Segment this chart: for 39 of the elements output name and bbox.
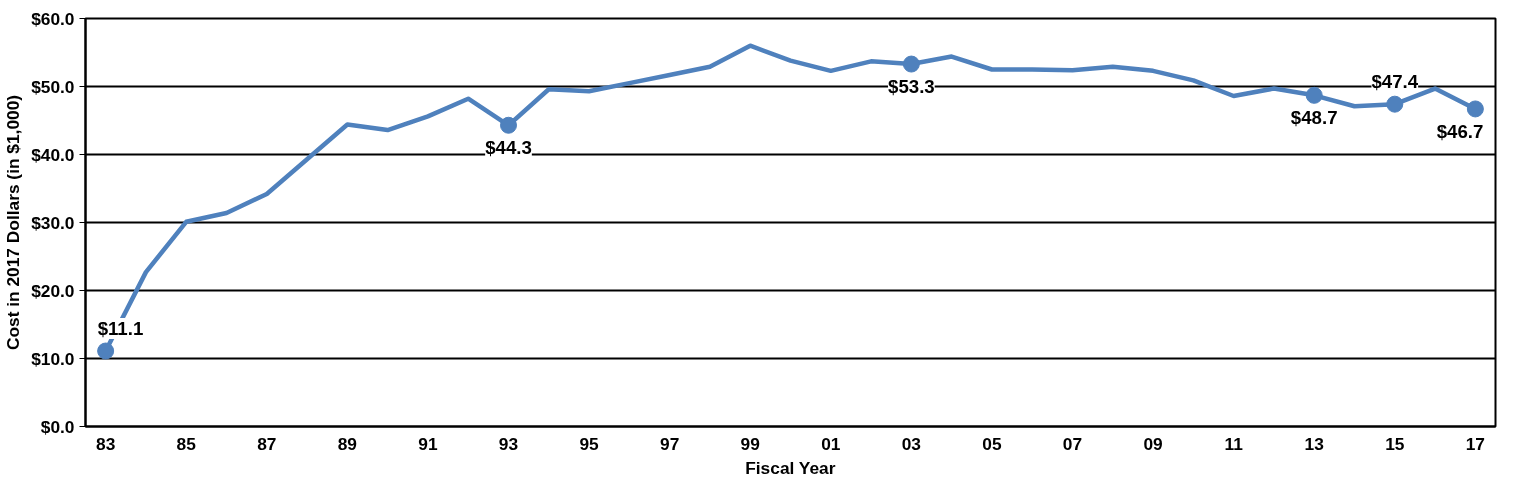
point (1386, 95, 1404, 113)
y-tick-label: $20.0 (31, 280, 75, 301)
x-tick-label: 11 (1224, 433, 1244, 454)
x-tick-label: 97 (660, 433, 680, 454)
x-tick-label: 17 (1465, 433, 1485, 454)
x-tick-label: 83 (96, 433, 116, 454)
x-tick-label: 91 (418, 433, 438, 454)
x-tick-label: 07 (1062, 433, 1083, 454)
y-tick-label: $0.0 (40, 416, 75, 437)
data-label: $47.4 (1371, 71, 1419, 93)
point (500, 116, 517, 134)
y-tick-label: $40.0 (31, 144, 75, 165)
x-axis-title: Fiscal Year (745, 457, 836, 478)
point (902, 55, 920, 73)
point (97, 342, 115, 360)
x-tick-label: 99 (740, 433, 760, 454)
x-tick-label: 03 (901, 433, 922, 454)
x-tick-label: 89 (337, 433, 357, 454)
y-axis-title: Cost in 2017 Dollars (in $1,000) (3, 94, 24, 351)
x-tick-label: 95 (579, 433, 600, 454)
x-tick-label: 93 (498, 433, 519, 454)
x-tick-label: 15 (1385, 433, 1405, 454)
x-tick-label: 01 (821, 433, 841, 454)
data-label: $44.3 (485, 137, 532, 159)
x-tick-label: 13 (1304, 433, 1325, 454)
point (1305, 86, 1323, 104)
x-tick-label: 87 (257, 433, 277, 454)
y-tick-label: $10.0 (31, 348, 75, 369)
y-tick-label: $60.0 (31, 8, 75, 29)
x-tick-label: 85 (176, 433, 197, 454)
x-tick-label: 05 (982, 433, 1002, 454)
x-tick-label: 09 (1143, 433, 1163, 454)
y-tick-label: $30.0 (31, 212, 75, 233)
data-label: $53.3 (888, 76, 935, 98)
data-label: $46.7 (1436, 120, 1484, 142)
point (1466, 100, 1484, 118)
data-label: $11.1 (97, 318, 144, 340)
data-label: $48.7 (1290, 107, 1338, 129)
y-tick-label: $50.0 (31, 76, 75, 97)
